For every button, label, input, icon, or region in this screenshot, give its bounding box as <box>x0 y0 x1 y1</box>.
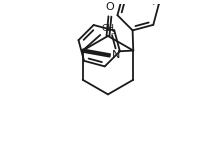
Text: CH: CH <box>101 24 114 33</box>
Text: O: O <box>106 2 114 12</box>
Text: 3: 3 <box>110 29 114 35</box>
Text: N: N <box>112 50 120 60</box>
